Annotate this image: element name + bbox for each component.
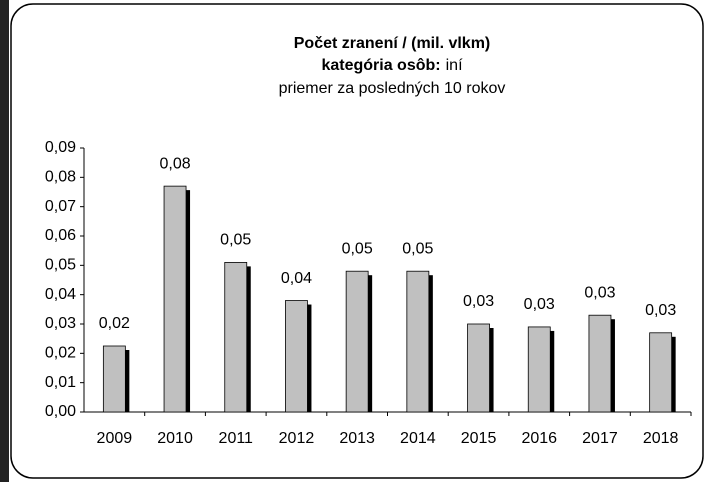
y-tick-label: 0,09 (45, 139, 76, 156)
bar (527, 326, 551, 413)
y-tick-label: 0,01 (45, 374, 76, 391)
y-tick-label: 0,02 (45, 345, 76, 362)
value-label: 0,03 (584, 284, 615, 301)
x-tick-label: 2016 (521, 430, 557, 447)
value-label: 0,03 (524, 296, 555, 313)
value-label: 0,03 (463, 293, 494, 310)
y-tick-label: 0,04 (45, 286, 76, 303)
y-tick-label: 0,05 (45, 257, 76, 274)
value-label: 0,08 (159, 155, 190, 172)
category-label: kategória osôb: (321, 57, 440, 74)
left-edge (0, 0, 9, 482)
category: iní (446, 57, 463, 74)
x-tick-label: 2014 (400, 430, 436, 447)
bar (467, 323, 490, 413)
chart-title: Počet zranení / (mil. vlkm) (294, 35, 491, 52)
x-tick-label: 2013 (339, 430, 375, 447)
y-tick-label: 0,07 (45, 198, 76, 215)
y-tick-label: 0,08 (45, 169, 76, 186)
x-tick-label: 2015 (461, 430, 497, 447)
y-tick-label: 0,06 (45, 227, 76, 244)
bar (345, 270, 369, 413)
x-tick-label: 2017 (582, 430, 618, 447)
bar (649, 332, 673, 413)
bar (285, 300, 308, 413)
x-tick-label: 2011 (219, 430, 254, 447)
bar (224, 261, 248, 413)
y-tick-label: 0,03 (45, 315, 76, 332)
bar (163, 185, 187, 413)
value-label: 0,05 (220, 232, 251, 249)
y-tick-label: 0,00 (45, 403, 76, 420)
bar (102, 345, 126, 413)
category-line: kategória osôb: iní (321, 57, 463, 74)
x-tick-label: 2012 (279, 430, 315, 447)
x-tick-label: 2018 (643, 430, 679, 447)
chart-subtitle: priemer za posledných 10 rokov (279, 80, 506, 97)
value-label: 0,05 (402, 240, 433, 257)
value-label: 0,02 (99, 315, 130, 332)
value-label: 0,03 (645, 302, 676, 319)
bar (406, 270, 430, 413)
x-tick-label: 2009 (97, 430, 133, 447)
value-label: 0,04 (281, 270, 312, 287)
bar (588, 314, 612, 413)
x-tick-label: 2010 (157, 430, 193, 447)
value-label: 0,05 (342, 240, 373, 257)
